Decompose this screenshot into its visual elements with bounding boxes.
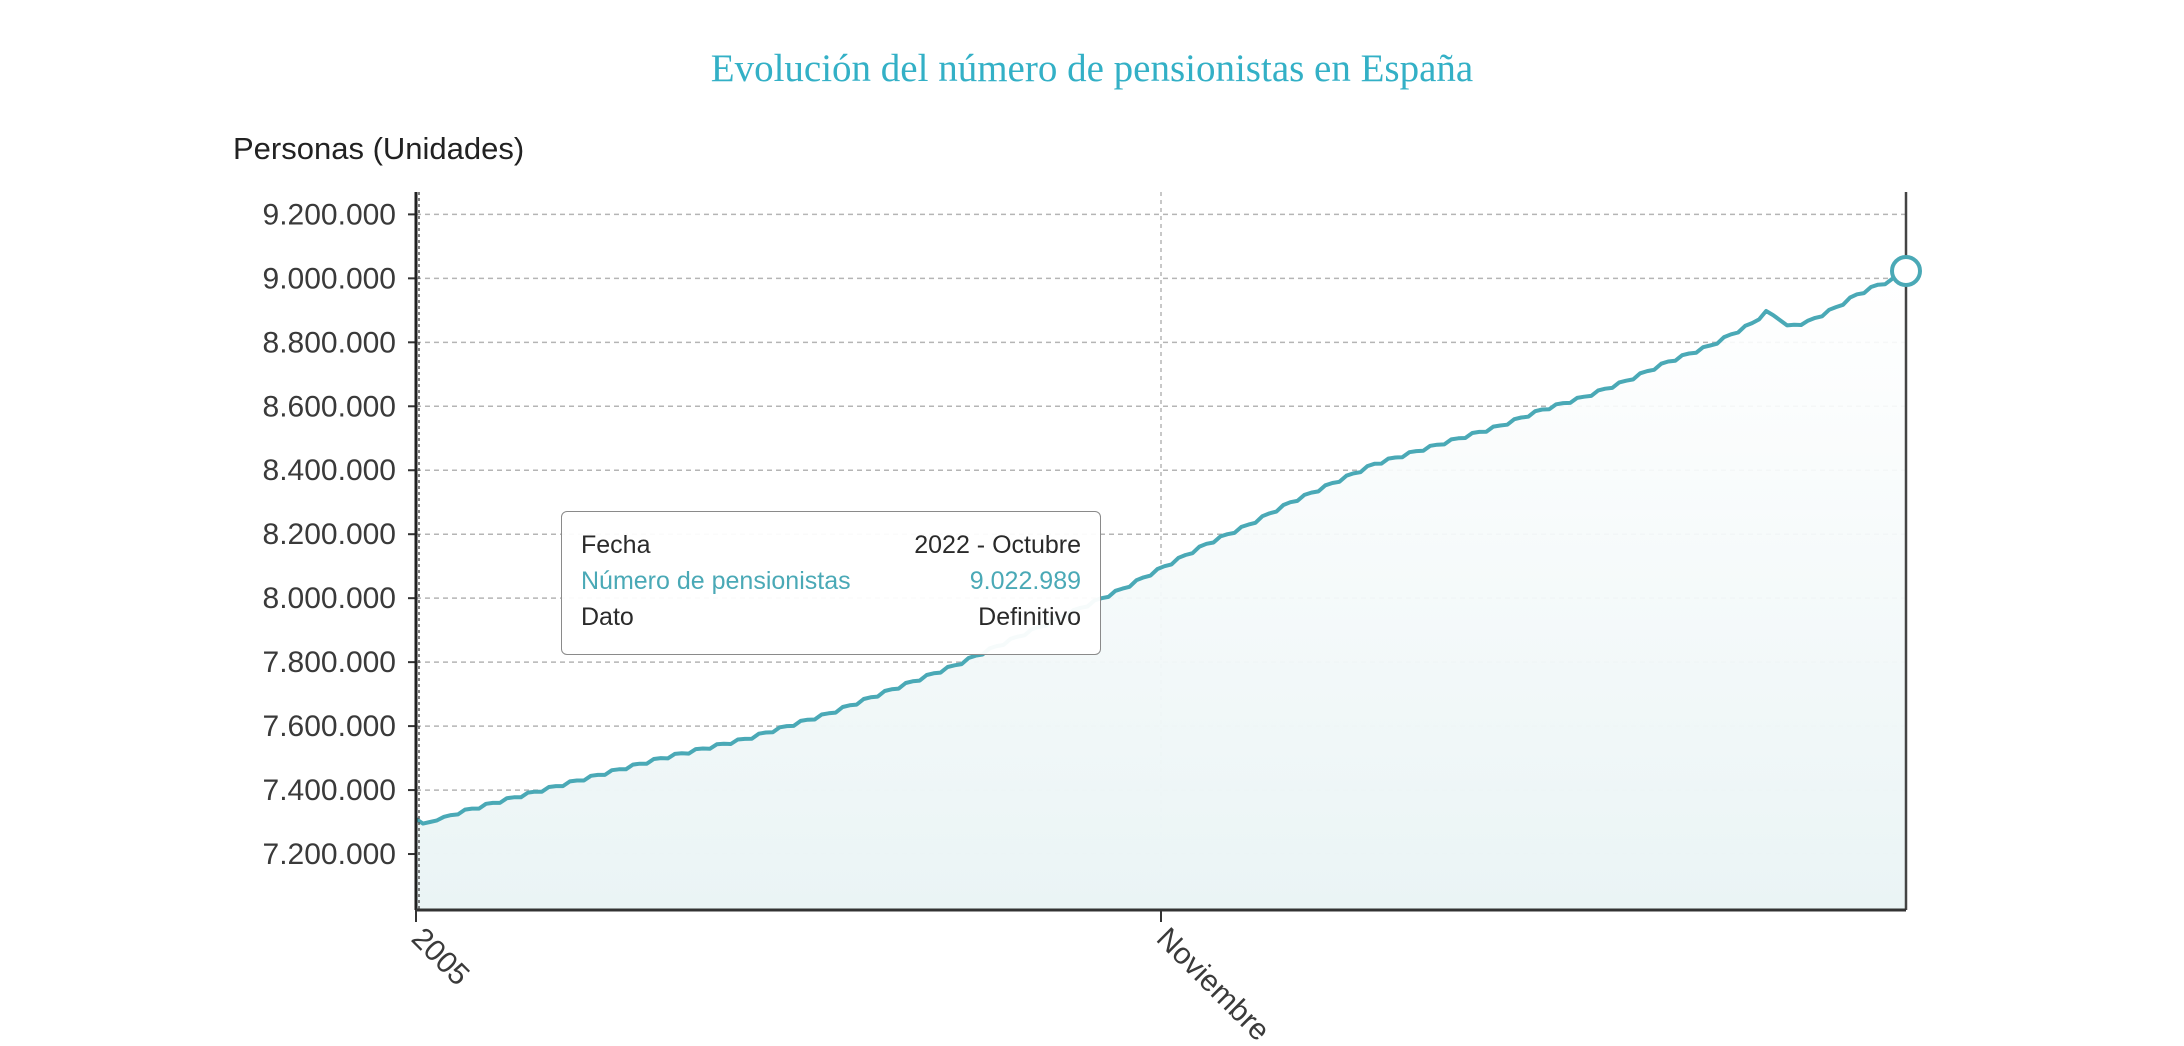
y-tick-label: 8.400.000 [263, 454, 396, 487]
tooltip-date-value: 2022 - Octubre [914, 531, 1081, 559]
tooltip-type-value: Definitivo [978, 603, 1081, 631]
data-tooltip: Fecha 2022 - Octubre Número de pensionis… [561, 511, 1101, 655]
chart-title: Evolución del número de pensionistas en … [710, 47, 1474, 90]
tooltip-value-label: Número de pensionistas [581, 567, 851, 595]
y-tick-label: 7.400.000 [263, 774, 396, 807]
y-tick-label: 8.200.000 [263, 518, 396, 551]
tooltip-row-date: Fecha 2022 - Octubre [581, 527, 1081, 563]
y-tick-label: 7.200.000 [263, 838, 396, 871]
series-line[interactable] [414, 269, 1908, 826]
x-tick-label: 2005 [405, 922, 476, 993]
tooltip-value: 9.022.989 [969, 567, 1081, 595]
y-tick-label: 7.800.000 [263, 646, 396, 679]
y-axis-title: Personas (Unidades) [233, 131, 525, 166]
y-tick-label: 7.600.000 [263, 710, 396, 743]
series-area [416, 271, 1906, 910]
y-tick-label: 9.200.000 [263, 198, 396, 231]
tooltip-row-value: Número de pensionistas 9.022.989 [581, 563, 1081, 599]
tooltip-date-label: Fecha [581, 531, 651, 559]
highlighted-point-marker[interactable] [1890, 254, 1922, 287]
tooltip-row-type: Dato Definitivo [581, 599, 1081, 635]
y-tick-label: 8.600.000 [263, 390, 396, 423]
y-tick-label: 9.000.000 [263, 262, 396, 295]
y-tick-label: 8.800.000 [263, 326, 396, 359]
y-tick-label: 8.000.000 [263, 582, 396, 615]
x-tick-label: Noviembre [1150, 922, 1276, 1046]
tooltip-type-label: Dato [581, 603, 634, 631]
